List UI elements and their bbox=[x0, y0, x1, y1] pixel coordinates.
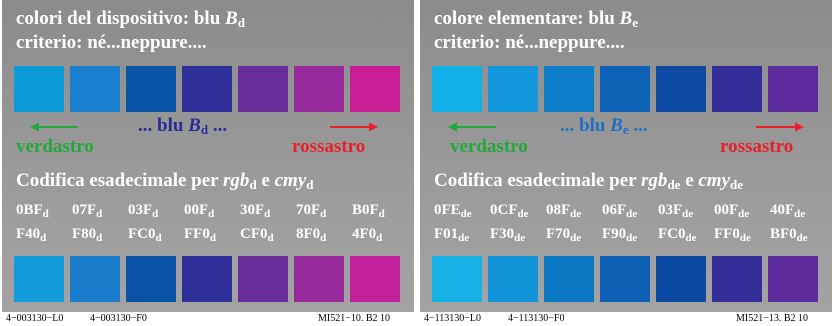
right-arrow-red-icon bbox=[330, 122, 378, 132]
color-swatch bbox=[14, 66, 64, 112]
hex-code: 4F0d bbox=[352, 226, 383, 244]
right-hex-encoding-title: Codifica esadecimale per rgbde e cmyde bbox=[434, 170, 744, 192]
left-footer-code-1: 4−003130−L0 bbox=[6, 313, 64, 324]
hex-code: B0Fd bbox=[352, 202, 385, 220]
right-heading-criterion: criterio: né...neppure.... bbox=[434, 32, 625, 53]
color-swatch bbox=[768, 66, 818, 112]
color-swatch bbox=[768, 256, 818, 302]
color-swatch bbox=[238, 256, 288, 302]
right-label-greenish: verdastro bbox=[450, 136, 528, 157]
color-swatch bbox=[488, 256, 538, 302]
left-label-reddish: rossastro bbox=[292, 136, 366, 157]
hex-code: FF0de bbox=[714, 226, 751, 244]
left-arrow-green-icon bbox=[30, 122, 78, 132]
hex-code: 00Fd bbox=[184, 202, 215, 220]
hex-code: FC0d bbox=[128, 226, 162, 244]
color-swatch bbox=[182, 66, 232, 112]
color-swatch bbox=[126, 66, 176, 112]
color-swatch bbox=[600, 66, 650, 112]
color-swatch bbox=[544, 256, 594, 302]
color-swatch bbox=[488, 66, 538, 112]
color-swatch bbox=[350, 256, 400, 302]
color-swatch bbox=[182, 256, 232, 302]
left-heading-criterion: criterio: né...neppure.... bbox=[16, 32, 207, 53]
left-label-greenish: verdastro bbox=[16, 136, 94, 157]
left-footer-code-2: 4−003130−F0 bbox=[90, 313, 147, 324]
hex-code: 03Fd bbox=[128, 202, 159, 220]
color-swatch bbox=[238, 66, 288, 112]
color-swatch bbox=[14, 256, 64, 302]
color-swatch bbox=[600, 256, 650, 302]
right-label-reddish: rossastro bbox=[720, 136, 794, 157]
hex-code: 8F0d bbox=[296, 226, 327, 244]
color-swatch bbox=[656, 66, 706, 112]
hex-code: 06Fde bbox=[602, 202, 638, 220]
hex-code: F70de bbox=[546, 226, 582, 244]
hex-code: F90de bbox=[602, 226, 638, 244]
color-swatch bbox=[126, 256, 176, 302]
color-swatch bbox=[712, 256, 762, 302]
hex-code: 03Fde bbox=[658, 202, 694, 220]
hex-code: 0CFde bbox=[490, 202, 529, 220]
left-heading-device-colors: colori del dispositivo: blu Bd bbox=[16, 8, 245, 30]
hex-code: 70Fd bbox=[296, 202, 327, 220]
color-swatch bbox=[294, 66, 344, 112]
right-panel: colore elementare: blu Be criterio: né..… bbox=[420, 0, 832, 312]
hex-code: 0FEde bbox=[434, 202, 472, 220]
color-swatch bbox=[70, 66, 120, 112]
left-arrow-green-icon bbox=[448, 122, 496, 132]
right-heading-elementary-color: colore elementare: blu Be bbox=[434, 8, 639, 30]
hex-code: 08Fde bbox=[546, 202, 582, 220]
right-middle-label: ... blu Be ... bbox=[560, 115, 648, 137]
right-footer-code-2: 4−113130−F0 bbox=[508, 313, 565, 324]
left-panel: colori del dispositivo: blu Bd criterio:… bbox=[2, 0, 414, 312]
color-swatch bbox=[70, 256, 120, 302]
hex-code: CF0d bbox=[240, 226, 274, 244]
color-swatch bbox=[544, 66, 594, 112]
left-middle-label: ... blu Bd ... bbox=[138, 115, 228, 137]
hex-code: BF0de bbox=[770, 226, 808, 244]
hex-code: FF0d bbox=[184, 226, 216, 244]
left-footer-page-ref: MI521−10. B2 10 bbox=[318, 313, 391, 324]
hex-code: 0BFd bbox=[16, 202, 49, 220]
color-swatch bbox=[294, 256, 344, 302]
hex-code: F80d bbox=[72, 226, 103, 244]
color-swatch bbox=[712, 66, 762, 112]
hex-code: 40Fde bbox=[770, 202, 806, 220]
color-swatch bbox=[656, 256, 706, 302]
hex-code: F30de bbox=[490, 226, 526, 244]
color-swatch bbox=[432, 256, 482, 302]
color-swatch bbox=[350, 66, 400, 112]
left-hex-encoding-title: Codifica esadecimale per rgbd e cmyd bbox=[16, 170, 314, 192]
hex-code: F40d bbox=[16, 226, 47, 244]
hex-code: 30Fd bbox=[240, 202, 271, 220]
right-arrow-red-icon bbox=[756, 122, 804, 132]
hex-code: FC0de bbox=[658, 226, 697, 244]
hex-code: F01de bbox=[434, 226, 470, 244]
right-footer-code-1: 4−113130−L0 bbox=[424, 313, 482, 324]
hex-code: 07Fd bbox=[72, 202, 103, 220]
hex-code: 00Fde bbox=[714, 202, 750, 220]
right-footer-page-ref: MI521−13. B2 10 bbox=[736, 313, 809, 324]
color-swatch bbox=[432, 66, 482, 112]
